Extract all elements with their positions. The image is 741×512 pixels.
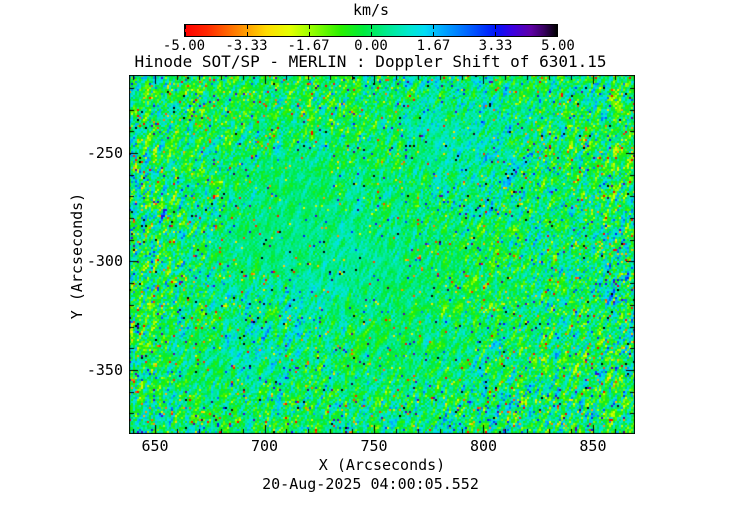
- colorbar-tick-label: -5.00: [162, 38, 206, 54]
- colorbar-tick-mark: [556, 25, 557, 29]
- x-tick-label: 850: [579, 437, 607, 455]
- colorbar-tick-label: -3.33: [225, 38, 268, 54]
- colorbar-tick-mark: [309, 32, 310, 36]
- colorbar-tick-mark: [309, 25, 310, 29]
- colorbar-tick-mark: [185, 32, 186, 36]
- colorbar-tick-mark: [433, 25, 434, 29]
- colorbar: [184, 24, 558, 37]
- colorbar-tick-mark: [495, 25, 496, 29]
- colorbar-tick-mark: [495, 32, 496, 36]
- colorbar-tick-mark: [185, 25, 186, 29]
- timestamp: 20-Aug-2025 04:00:05.552: [262, 475, 479, 493]
- y-tick-label: -250: [86, 143, 123, 162]
- x-tick-label: 750: [360, 437, 388, 455]
- colorbar-tick-mark: [371, 32, 372, 36]
- y-tick-label: -300: [86, 252, 123, 271]
- plot-title: Hinode SOT/SP - MERLIN : Doppler Shift o…: [134, 52, 607, 71]
- x-tick-label: 700: [250, 437, 279, 455]
- colorbar-tick-label: 5.00: [541, 38, 575, 54]
- x-tick-label: 650: [141, 437, 169, 455]
- colorbar-title: km/s: [352, 1, 390, 19]
- x-axis-label: X (Arcseconds): [318, 456, 446, 474]
- colorbar-tick-mark: [556, 32, 557, 36]
- colorbar-tick-label: 3.33: [478, 38, 513, 54]
- y-tick-label: -350: [86, 360, 123, 379]
- x-tick-label: 800: [469, 437, 498, 455]
- colorbar-tick-mark: [247, 25, 248, 29]
- colorbar-tick-mark: [247, 32, 248, 36]
- colorbar-tick-mark: [433, 32, 434, 36]
- colorbar-tick-label: 1.67: [416, 38, 451, 54]
- colorbar-tick-mark: [371, 25, 372, 29]
- doppler-map-canvas: [129, 75, 635, 434]
- colorbar-tick-label: 0.00: [354, 38, 388, 54]
- colorbar-tick-label: -1.67: [287, 38, 330, 54]
